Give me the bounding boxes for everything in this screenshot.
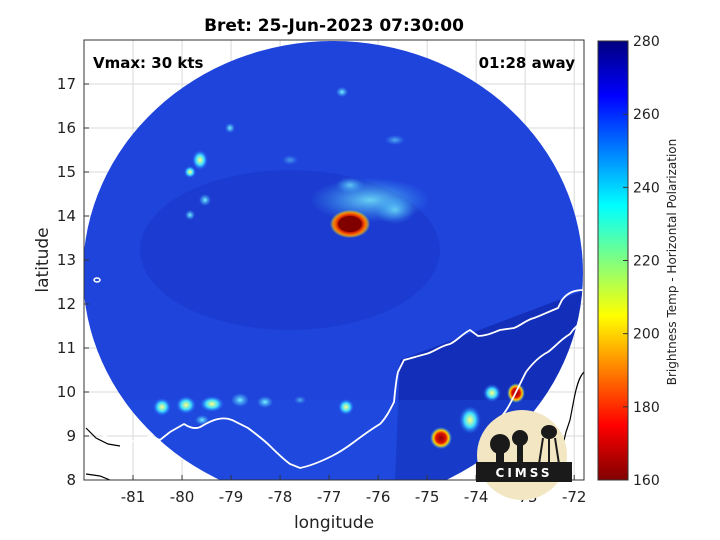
colorbar-tick-label: 220 xyxy=(633,254,660,270)
y-tick-label: 15 xyxy=(57,163,76,181)
convection-panama-2 xyxy=(176,396,196,414)
convection-south xyxy=(430,427,452,449)
storm-core-center xyxy=(338,216,362,232)
y-tick-label: 16 xyxy=(57,119,76,137)
cimss-logo: CIMSS xyxy=(476,410,572,500)
colorbar-tick-label: 200 xyxy=(633,327,660,343)
logo-text: CIMSS xyxy=(496,466,553,480)
x-tick-label: -74 xyxy=(464,488,489,506)
y-tick-label: 17 xyxy=(57,75,76,93)
convection-colombia-mid xyxy=(459,406,481,434)
x-tick-label: -80 xyxy=(170,488,195,506)
y-axis-label: latitude xyxy=(33,227,53,292)
x-tick-label: -77 xyxy=(317,488,342,506)
x-tick-label: -76 xyxy=(366,488,391,506)
time-label: 01:28 away xyxy=(479,54,576,72)
colorbar-label: Brightness Temp - Horizontal Polarizatio… xyxy=(665,139,679,386)
x-tick-label: -78 xyxy=(268,488,293,506)
x-tick-label: -75 xyxy=(415,488,440,506)
convection-panama-1 xyxy=(153,398,171,416)
colorbar-tick-label: 160 xyxy=(633,473,660,489)
y-tick-label: 11 xyxy=(57,339,76,357)
coastline-venezuela xyxy=(499,321,584,419)
convection-panama-3 xyxy=(200,396,224,412)
water-tower-icon xyxy=(541,425,557,439)
y-tick-label: 8 xyxy=(66,471,76,489)
plot-title: Bret: 25-Jun-2023 07:30:00 xyxy=(204,16,464,36)
x-axis-label: longitude xyxy=(294,513,374,533)
colorbar-tick-label: 260 xyxy=(633,107,660,123)
convection-cell xyxy=(192,150,208,170)
y-tick-label: 13 xyxy=(57,251,76,269)
y-tick-label: 12 xyxy=(57,295,76,313)
x-tick-label: -81 xyxy=(121,488,146,506)
colorbar-tick-label: 240 xyxy=(633,180,660,196)
coastline-caribbean xyxy=(85,289,584,469)
colorbar-ticks: 160 180 200 220 240 260 280 xyxy=(623,34,660,489)
y-tick-label: 14 xyxy=(57,207,76,225)
island-outline xyxy=(93,277,101,283)
x-tick-label: -79 xyxy=(219,488,244,506)
colorbar-tick-label: 280 xyxy=(633,34,660,50)
vmax-label: Vmax: 30 kts xyxy=(93,54,203,72)
y-tick-label: 9 xyxy=(66,427,76,445)
convection-gulf xyxy=(338,399,354,415)
colorbar-tick-label: 180 xyxy=(633,400,660,416)
x-tick-label: -72 xyxy=(562,488,587,506)
y-axis-ticks: 8 9 10 11 12 13 14 15 16 17 xyxy=(57,75,89,489)
y-tick-label: 10 xyxy=(57,383,76,401)
